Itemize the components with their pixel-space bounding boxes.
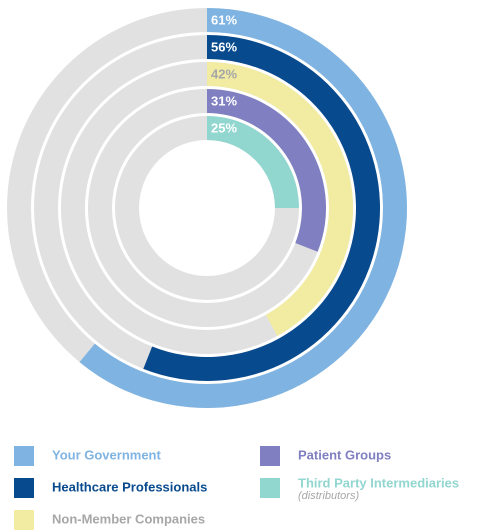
value-label: 42% xyxy=(211,66,237,81)
legend-label: Non-Member Companies xyxy=(52,511,205,526)
bar xyxy=(207,116,299,208)
legend-swatch xyxy=(14,510,34,530)
legend-swatch xyxy=(260,446,280,466)
legend-swatch xyxy=(14,478,34,498)
legend-label: Healthcare Professionals xyxy=(52,479,207,494)
legend-label: Patient Groups xyxy=(298,447,391,462)
legend-label: Third Party Intermediaries xyxy=(298,475,459,490)
value-label: 31% xyxy=(211,93,237,108)
value-label: 56% xyxy=(211,39,237,54)
legend-note: (distributors) xyxy=(298,490,359,502)
legend-label: Your Government xyxy=(52,447,162,462)
bar xyxy=(79,8,408,408)
bar xyxy=(207,62,353,336)
legend-swatch xyxy=(260,478,280,498)
value-label: 25% xyxy=(211,120,237,135)
value-label: 61% xyxy=(211,12,237,27)
legend-swatch xyxy=(14,446,34,466)
bar xyxy=(207,89,326,252)
